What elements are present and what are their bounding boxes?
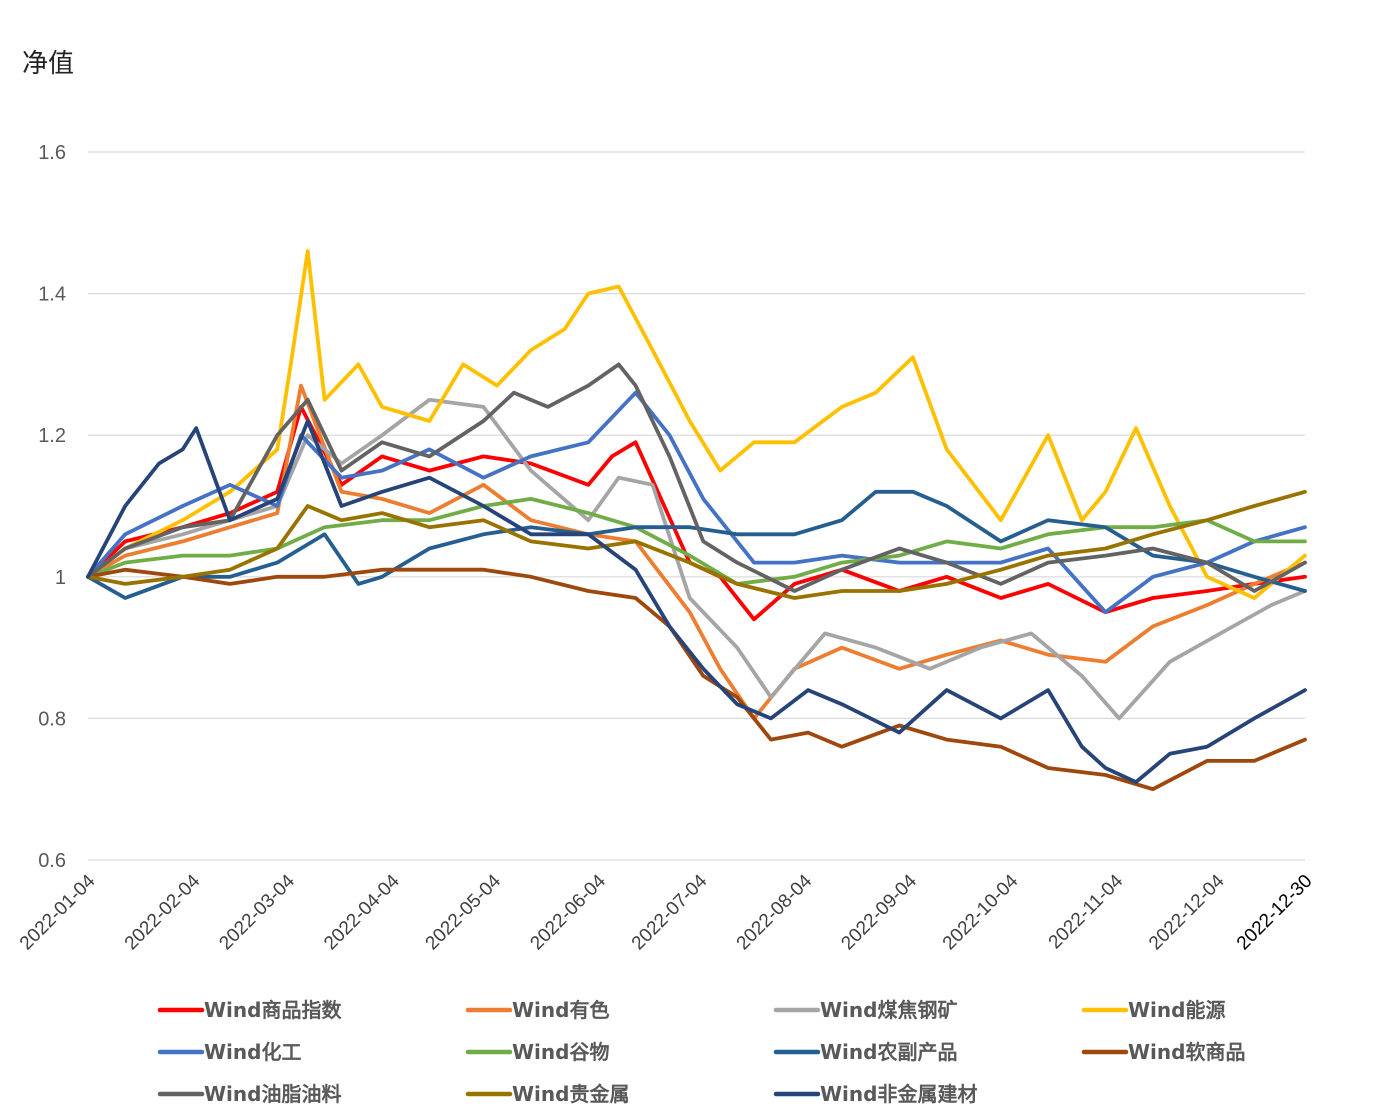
- series-line-7: [86, 489, 1307, 600]
- x-tick-label: 2022-10-04: [939, 870, 1023, 954]
- x-axis-ticks: 2022-01-04 2022-02-04 2022-03-04 2022-04-04…: [16, 870, 1317, 954]
- y-axis-label: 净值: [22, 49, 74, 79]
- legend-label: Wind软商品: [1128, 1040, 1245, 1064]
- series-line-11: [86, 419, 1307, 784]
- y-tick-label: 0.8: [38, 708, 66, 730]
- gridlines: [88, 151, 1305, 861]
- series-lines: [86, 249, 1307, 792]
- legend-label: Wind非金属建材: [820, 1082, 977, 1106]
- y-tick-label: 1.6: [38, 142, 66, 164]
- legend-label: Wind贵金属: [512, 1082, 629, 1106]
- series-line-1: [86, 404, 1307, 622]
- legend-label: Wind农副产品: [820, 1040, 957, 1064]
- legend-label: Wind有色: [512, 998, 609, 1022]
- y-tick-label: 1.4: [38, 284, 66, 306]
- legend-label: Wind谷物: [512, 1040, 609, 1064]
- legend-label: Wind煤焦钢矿: [820, 998, 957, 1022]
- series-line-2: [86, 383, 1307, 721]
- y-tick-label: 1.2: [38, 425, 66, 447]
- x-tick-label: 2022-08-04: [733, 870, 817, 954]
- y-tick-label: 0.6: [38, 850, 66, 872]
- legend: Wind商品指数 Wind有色 Wind煤焦钢矿 Wind能源 Wind化工 Wind谷物…: [157, 998, 1245, 1106]
- y-tick-label: 1: [55, 567, 66, 589]
- legend-label: Wind商品指数: [204, 998, 342, 1022]
- series-line-9: [86, 362, 1307, 593]
- x-tick-label: 2022-12-04: [1145, 870, 1229, 954]
- series-line-10: [86, 489, 1307, 600]
- x-tick-label: 2022-05-04: [422, 870, 506, 954]
- x-tick-label: 2022-04-04: [320, 870, 404, 954]
- series-line-4: [86, 249, 1307, 600]
- y-axis-ticks: 0.6 0.8 1 1.2 1.4 1.6: [38, 142, 66, 872]
- x-tick-label: 2022-01-04: [16, 870, 100, 954]
- x-tick-label: 2022-12-30: [1233, 871, 1317, 955]
- x-tick-label: 2022-06-04: [526, 870, 610, 954]
- legend-label: Wind能源: [1128, 998, 1225, 1022]
- legend-label: Wind化工: [204, 1040, 301, 1064]
- legend-label: Wind油脂油料: [204, 1082, 341, 1106]
- series-line-3: [86, 397, 1307, 721]
- x-tick-label: 2022-02-04: [121, 870, 205, 954]
- series-line-6: [86, 496, 1307, 586]
- x-tick-label: 2022-11-04: [1045, 870, 1128, 953]
- x-tick-label: 2022-09-04: [837, 870, 921, 954]
- x-tick-label: 2022-03-04: [215, 870, 299, 954]
- series-line-8: [86, 567, 1307, 792]
- x-tick-label: 2022-07-04: [628, 870, 712, 954]
